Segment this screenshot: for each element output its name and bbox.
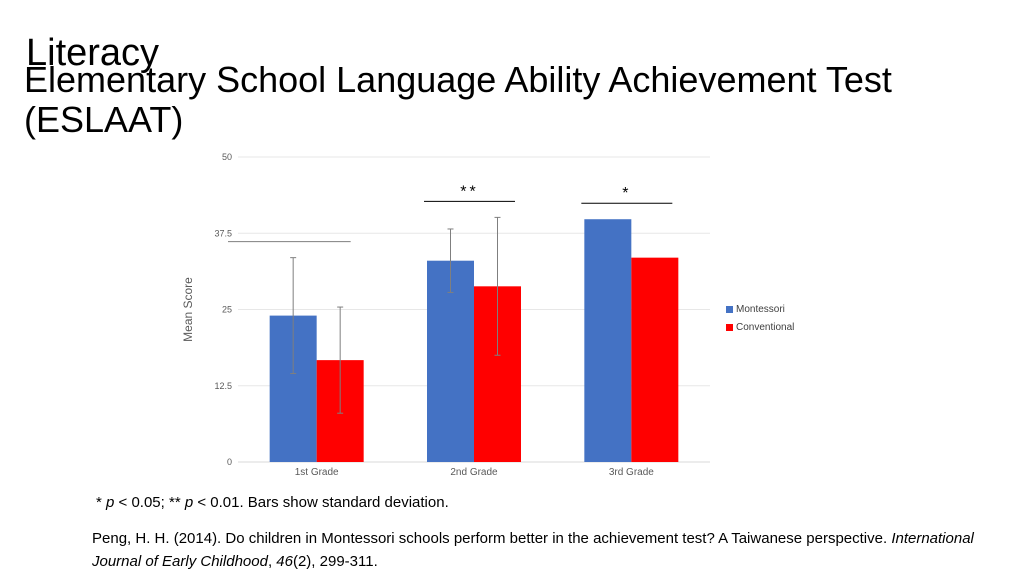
citation-text: Peng, H. H. (2014). Do children in Monte… [92,530,892,547]
footnote-p1: p [106,494,115,511]
bar-conventional [631,257,679,462]
legend-item-conventional: Conventional [726,318,794,336]
footnote-text-1: < 0.05; ** [114,494,185,511]
footnote-star: * [96,494,102,511]
significance-marker: ** [460,183,478,200]
y-tick-label: 12.5 [214,381,232,391]
x-tick-label: 3rd Grade [609,467,654,478]
legend-item-montessori: Montessori [726,300,794,318]
chart-legend: Montessori Conventional [726,300,794,336]
significance-marker: * [622,185,631,202]
y-tick-label: 25 [222,305,232,315]
y-tick-label: 0 [227,457,232,467]
legend-swatch-montessori [726,305,733,313]
citation: Peng, H. H. (2014). Do children in Monte… [92,527,992,573]
x-tick-label: 2nd Grade [450,467,498,478]
citation-issue-pages: (2), 299-311. [292,553,378,570]
bar-montessori [584,219,632,462]
footnote-text-2: < 0.01. Bars show standard deviation. [193,494,449,511]
slide-title-main: Elementary School Language Ability Achie… [24,59,892,140]
bar-montessori [427,260,474,462]
legend-label-conventional: Conventional [736,321,795,333]
legend-swatch-conventional [726,323,733,331]
citation-sep: , [267,553,277,570]
x-tick-label: 1st Grade [295,467,339,478]
significance-footnote: * p < 0.05; ** p < 0.01. Bars show stand… [96,494,449,511]
citation-volume: 46 [276,553,293,570]
y-tick-label: 50 [222,152,232,162]
footnote-p2: p [184,494,194,511]
y-tick-label: 37.5 [214,228,232,238]
citation-journal: International Journal of Early Childhood [92,530,974,570]
y-axis-label: Mean Score [181,277,195,342]
legend-label-montessori: Montessori [736,303,785,315]
slide-title-literacy: Literacy [26,32,160,74]
